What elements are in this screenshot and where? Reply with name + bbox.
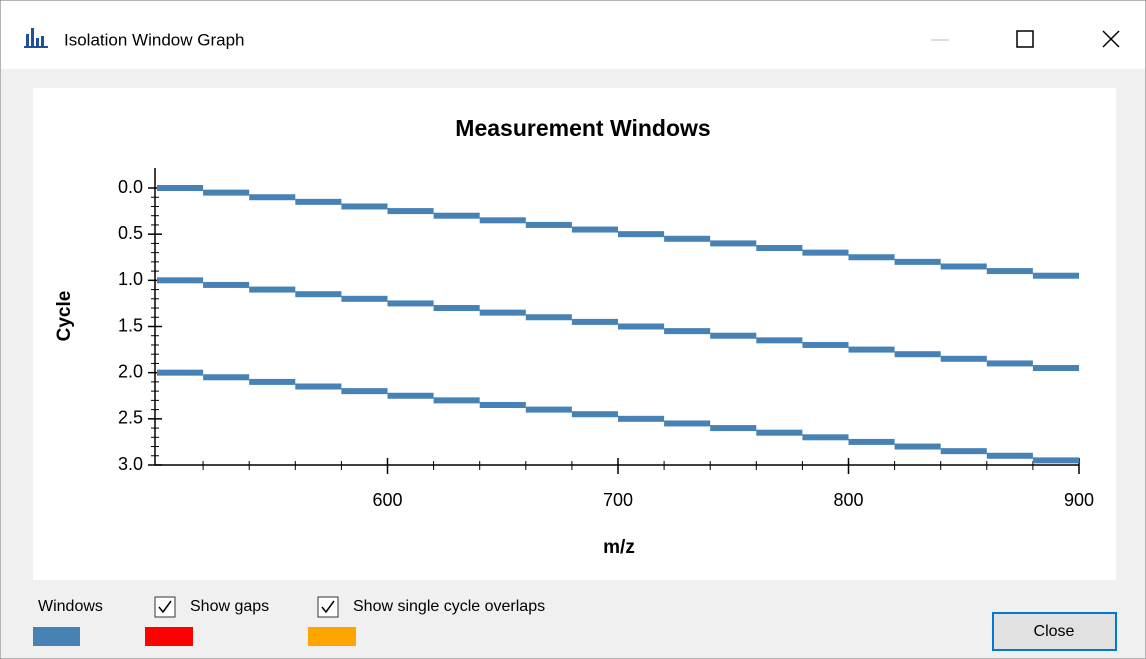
window-bar bbox=[433, 212, 480, 219]
checkbox[interactable] bbox=[154, 596, 176, 618]
window-bar bbox=[433, 305, 480, 312]
window-bar bbox=[479, 217, 526, 224]
legend-label: Windows bbox=[38, 598, 103, 615]
window-bar bbox=[894, 443, 941, 450]
y-tick-label: 0.0 bbox=[118, 177, 143, 197]
window-bar bbox=[618, 323, 665, 330]
window-bar bbox=[387, 208, 434, 215]
window-bar bbox=[525, 406, 572, 413]
title-bar bbox=[1, 1, 1145, 69]
plot: 0.0 0.5 1.0 1.5 2.0 2.5 3.0 600 700 800 900 bbox=[118, 168, 1094, 510]
checkmark[interactable] bbox=[158, 600, 172, 614]
window-bar bbox=[525, 221, 572, 228]
window-bar bbox=[940, 448, 987, 455]
window-bar bbox=[249, 194, 296, 201]
x-tick-label: 900 bbox=[1064, 490, 1094, 510]
y-axis-label: Cycle bbox=[54, 291, 75, 342]
legend-swatch bbox=[33, 627, 80, 646]
window-bar bbox=[203, 281, 250, 288]
window-bar bbox=[1032, 457, 1079, 464]
window-bar bbox=[1032, 272, 1079, 279]
window-bar bbox=[618, 415, 665, 422]
window-bar bbox=[571, 318, 618, 325]
window-bar bbox=[756, 337, 803, 344]
window-bar bbox=[848, 346, 895, 353]
x-tick-label: 600 bbox=[372, 490, 402, 510]
window-bar bbox=[157, 277, 204, 284]
window-bar bbox=[802, 249, 849, 256]
close-window-button[interactable] bbox=[1102, 30, 1120, 48]
window-bar bbox=[203, 374, 250, 381]
window-bar bbox=[157, 369, 204, 376]
window-bar bbox=[940, 263, 987, 270]
window-bar bbox=[756, 429, 803, 436]
y-tick-label: 1.5 bbox=[118, 315, 143, 335]
window-bar bbox=[479, 309, 526, 316]
x-tick-label: 800 bbox=[833, 490, 863, 510]
legend: Windows Show gaps Show single cycle overla… bbox=[33, 596, 545, 646]
window-bar bbox=[479, 401, 526, 408]
window-bar bbox=[249, 378, 296, 385]
window-bar bbox=[249, 286, 296, 293]
window-bar bbox=[571, 411, 618, 418]
checkmark[interactable] bbox=[321, 600, 335, 614]
window-bar bbox=[295, 198, 342, 205]
window-bar bbox=[802, 341, 849, 348]
window-bar bbox=[525, 314, 572, 321]
window-bar bbox=[157, 185, 204, 191]
x-axis-label: m/z bbox=[603, 537, 635, 558]
y-tick-label: 0.5 bbox=[118, 223, 143, 243]
y-tick-label: 2.0 bbox=[118, 361, 143, 381]
app-icon bbox=[24, 28, 48, 48]
window-bar bbox=[894, 351, 941, 358]
window-bar bbox=[618, 231, 665, 238]
window-bar bbox=[940, 355, 987, 362]
window-bar bbox=[848, 438, 895, 445]
window-bar bbox=[710, 332, 757, 339]
window-bar bbox=[203, 189, 250, 196]
window-bar bbox=[341, 203, 388, 210]
close-button[interactable] bbox=[992, 612, 1117, 651]
window-bar bbox=[986, 360, 1033, 367]
window-bar bbox=[571, 226, 618, 233]
chart-title: Measurement Windows bbox=[455, 115, 710, 141]
legend-swatch bbox=[308, 627, 356, 646]
window-bar bbox=[894, 258, 941, 265]
window-bar bbox=[802, 434, 849, 441]
legend-swatch bbox=[145, 627, 193, 646]
chart-panel bbox=[33, 88, 1116, 580]
window-bar bbox=[664, 420, 711, 427]
close-button-label[interactable]: Close bbox=[1034, 623, 1075, 640]
window-bar bbox=[848, 254, 895, 261]
y-tick-label: 3.0 bbox=[118, 454, 143, 474]
window-bar bbox=[710, 425, 757, 432]
window-bar bbox=[710, 240, 757, 247]
window-bar bbox=[295, 383, 342, 390]
window-bar bbox=[341, 295, 388, 302]
window-bar bbox=[1032, 365, 1079, 372]
window-title: Isolation Window Graph bbox=[64, 30, 244, 49]
window-bar bbox=[341, 388, 388, 395]
window-bar bbox=[387, 300, 434, 307]
window-bar bbox=[986, 268, 1033, 275]
window-bar bbox=[756, 245, 803, 252]
window-bar bbox=[387, 392, 434, 399]
window-bar bbox=[664, 328, 711, 335]
window-bar bbox=[295, 291, 342, 298]
y-tick-label: 1.0 bbox=[118, 269, 143, 289]
window-bar bbox=[433, 397, 480, 404]
window-bar bbox=[664, 235, 711, 242]
x-tick-label: 700 bbox=[603, 490, 633, 510]
checkbox[interactable] bbox=[317, 596, 339, 618]
maximize-button[interactable] bbox=[1016, 30, 1034, 48]
checkbox-label[interactable]: Show single cycle overlaps bbox=[353, 598, 545, 615]
checkbox-label[interactable]: Show gaps bbox=[190, 598, 269, 615]
y-tick-label: 2.5 bbox=[118, 408, 143, 428]
window-bar bbox=[986, 452, 1033, 459]
